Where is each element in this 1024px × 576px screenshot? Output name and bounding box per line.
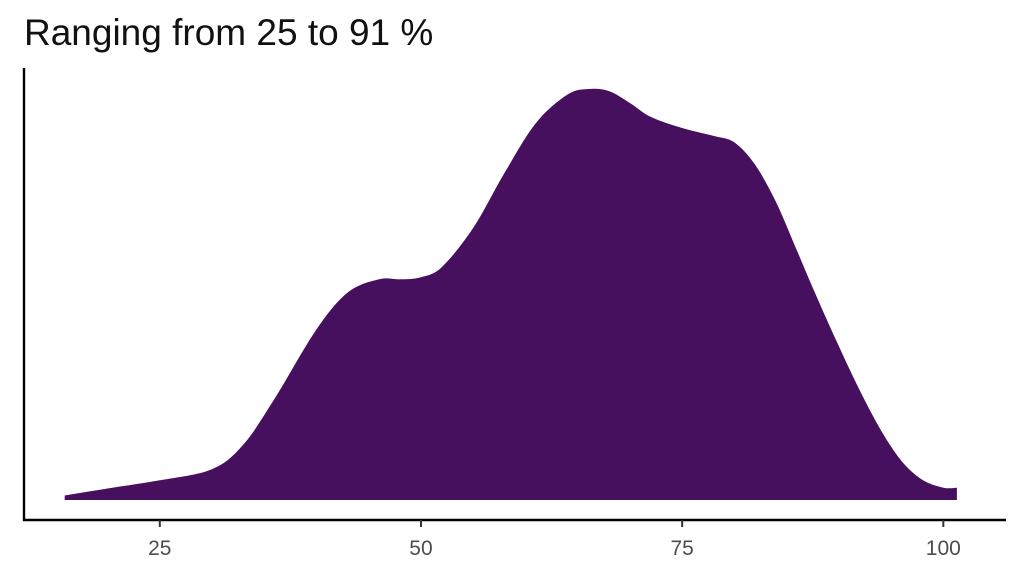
density-area bbox=[64, 88, 957, 501]
x-tick-label-75: 75 bbox=[670, 537, 693, 560]
chart-title: Ranging from 25 to 91 % bbox=[24, 12, 434, 53]
x-tick-label-25: 25 bbox=[148, 537, 171, 560]
x-tick-label-50: 50 bbox=[409, 537, 432, 560]
x-axis-ticks: 25 50 75 100 bbox=[148, 520, 961, 560]
x-tick-label-100: 100 bbox=[926, 537, 961, 560]
